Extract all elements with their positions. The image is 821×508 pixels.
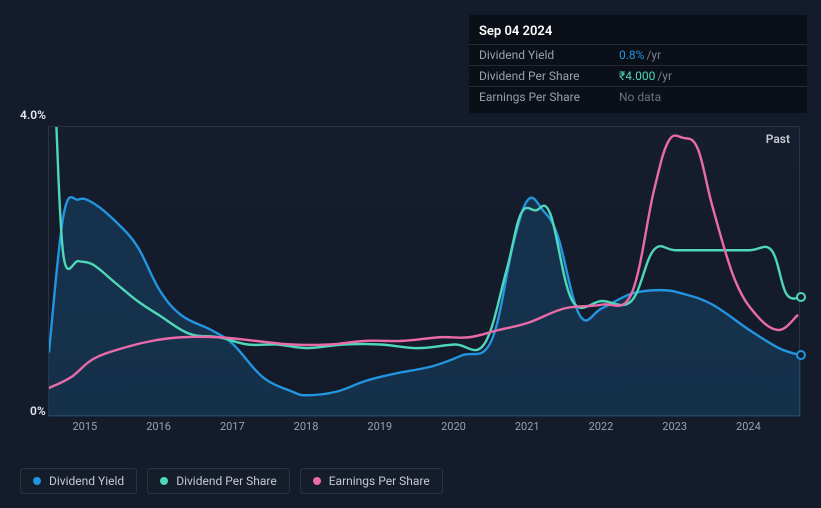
y-axis-min: 0% [30, 404, 46, 418]
chart-legend: Dividend Yield Dividend Per Share Earnin… [20, 468, 443, 494]
legend-label: Dividend Per Share [176, 474, 277, 488]
tooltip-label: Dividend Yield [479, 48, 619, 62]
legend-dividend-yield[interactable]: Dividend Yield [20, 468, 137, 494]
x-tick: 2019 [367, 420, 392, 433]
chart-tooltip: Sep 04 2024 Dividend Yield0.8% /yrDivide… [469, 15, 807, 113]
plot-area[interactable] [48, 126, 800, 416]
dot-icon [33, 477, 41, 485]
x-tick: 2023 [662, 420, 687, 433]
tooltip-label: Dividend Per Share [479, 69, 619, 83]
tooltip-suffix: /yr [657, 69, 672, 83]
tooltip-value: ₹4.000 [619, 69, 655, 83]
legend-dividend-per-share[interactable]: Dividend Per Share [147, 468, 290, 494]
series-end-marker [796, 292, 806, 302]
x-tick: 2022 [589, 420, 614, 433]
x-tick: 2018 [294, 420, 319, 433]
x-tick: 2015 [72, 420, 97, 433]
tooltip-value: 0.8% [619, 48, 644, 62]
chart-svg [49, 127, 801, 417]
legend-label: Dividend Yield [49, 474, 124, 488]
tooltip-suffix: /yr [646, 48, 661, 62]
dot-icon [160, 477, 168, 485]
tooltip-row: Dividend Yield0.8% /yr [469, 44, 807, 65]
chart-container: 4.0% 0% Past 2015 2016 2017 2018 2019 2020 202… [20, 108, 804, 448]
legend-earnings-per-share[interactable]: Earnings Per Share [300, 468, 443, 494]
legend-label: Earnings Per Share [329, 474, 430, 488]
dot-icon [313, 477, 321, 485]
tooltip-row: Earnings Per ShareNo data [469, 86, 807, 107]
tooltip-value: No data [619, 90, 661, 104]
x-tick: 2021 [515, 420, 540, 433]
x-tick: 2024 [736, 420, 761, 433]
x-tick: 2017 [220, 420, 245, 433]
series-end-marker [796, 350, 806, 360]
x-axis-ticks: 2015 2016 2017 2018 2019 2020 2021 2022 2023 2024 [48, 420, 800, 440]
tooltip-label: Earnings Per Share [479, 90, 619, 104]
past-label: Past [766, 132, 790, 146]
y-axis-max: 4.0% [20, 108, 46, 122]
tooltip-date: Sep 04 2024 [469, 21, 807, 44]
x-tick: 2016 [146, 420, 171, 433]
x-tick: 2020 [441, 420, 466, 433]
tooltip-row: Dividend Per Share₹4.000 /yr [469, 65, 807, 86]
